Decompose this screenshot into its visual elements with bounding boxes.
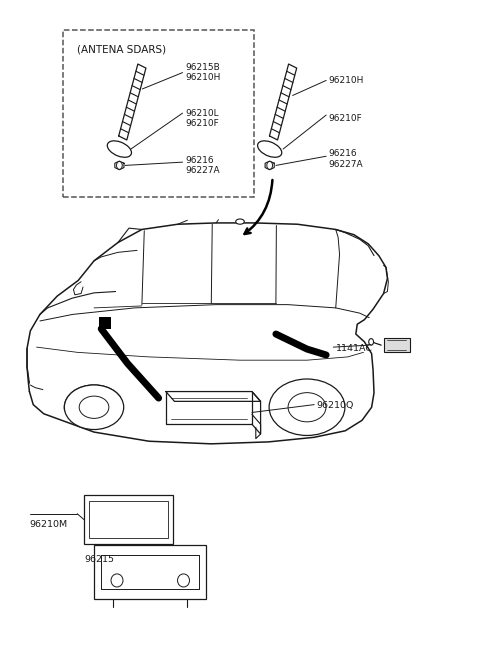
- Ellipse shape: [288, 392, 326, 422]
- Bar: [384, 338, 410, 352]
- Text: 96210Q: 96210Q: [317, 402, 354, 411]
- Text: 96210F: 96210F: [328, 114, 362, 123]
- Text: 96215: 96215: [84, 555, 114, 564]
- Ellipse shape: [269, 379, 345, 436]
- Bar: [89, 500, 168, 538]
- Ellipse shape: [64, 385, 124, 430]
- Ellipse shape: [178, 574, 190, 587]
- Ellipse shape: [108, 141, 132, 157]
- Text: 96216
96227A: 96216 96227A: [185, 156, 219, 175]
- Circle shape: [117, 162, 122, 170]
- Text: (ANTENA SDARS): (ANTENA SDARS): [77, 45, 167, 54]
- Text: 96216
96227A: 96216 96227A: [328, 149, 363, 168]
- Circle shape: [267, 162, 273, 170]
- Ellipse shape: [111, 574, 123, 587]
- Ellipse shape: [79, 396, 109, 419]
- Bar: [94, 545, 206, 599]
- Circle shape: [369, 339, 373, 345]
- Ellipse shape: [236, 219, 244, 224]
- Text: 96210L
96210F: 96210L 96210F: [185, 109, 219, 128]
- Text: 96210H: 96210H: [328, 76, 364, 85]
- Text: 96210M: 96210M: [29, 520, 68, 529]
- Text: 96215B
96210H: 96215B 96210H: [185, 63, 220, 83]
- Bar: [84, 495, 173, 544]
- Text: 1141AC: 1141AC: [336, 344, 373, 353]
- Bar: [99, 317, 111, 329]
- Bar: [63, 30, 254, 196]
- Ellipse shape: [258, 141, 282, 157]
